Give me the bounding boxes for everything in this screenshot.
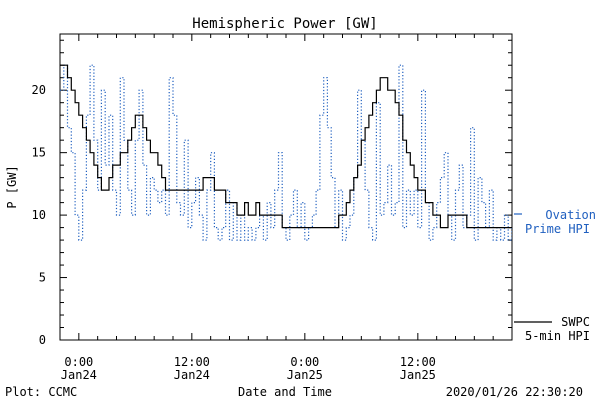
x-tick-label-time: 0:00 xyxy=(64,355,93,369)
x-tick-label-date: Jan24 xyxy=(61,368,97,382)
footer-credit: Plot: CCMC xyxy=(5,385,77,399)
legend-swpc-line1: SWPC xyxy=(561,315,590,329)
legend-swpc-line2: 5-min HPI xyxy=(525,329,590,343)
x-tick-label-date: Jan24 xyxy=(174,368,210,382)
series-swpc-line xyxy=(60,64,512,229)
legend-ovation-line1: Ovation xyxy=(545,208,596,222)
x-tick-label-time: 12:00 xyxy=(174,355,210,369)
y-axis-label: P [GW] xyxy=(5,165,19,208)
x-tick-label-date: Jan25 xyxy=(287,368,323,382)
x-tick-label-time: 0:00 xyxy=(290,355,319,369)
footer-timestamp: 2020/01/26 22:30:20 xyxy=(446,385,583,399)
x-axis-label: Date and Time xyxy=(238,385,332,399)
series-layer xyxy=(60,64,512,241)
y-tick-label: 20 xyxy=(32,83,46,97)
y-axis: 0 5 10 15 20 xyxy=(32,39,512,347)
x-tick-label-time: 12:00 xyxy=(400,355,436,369)
y-tick-label: 0 xyxy=(39,333,46,347)
chart-title: Hemispheric Power [GW] xyxy=(192,16,377,32)
legend-ovation-line2: Prime HPI xyxy=(525,222,590,236)
plot-frame xyxy=(59,33,513,341)
y-tick-label: 10 xyxy=(32,208,46,222)
x-tick-label-date: Jan25 xyxy=(400,368,436,382)
legend: Ovation Prime HPI SWPC 5-min HPI xyxy=(514,208,596,343)
y-tick-label: 15 xyxy=(32,146,46,160)
y-tick-label: 5 xyxy=(39,271,46,285)
